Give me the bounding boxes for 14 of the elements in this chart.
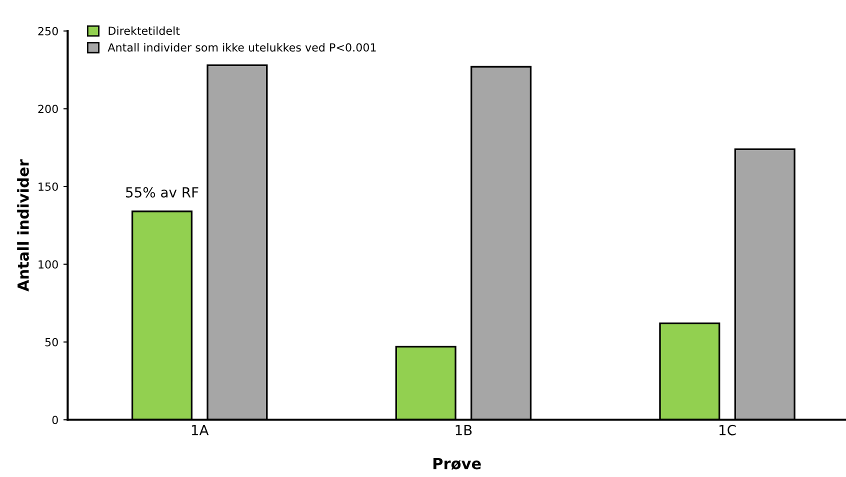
y-tick-label: 200 [38,104,58,114]
y-tick-label: 50 [45,338,58,346]
y-axis-title: Antall individer [17,159,29,292]
x-axis-title: Prøve [433,458,481,470]
legend-label: Antall individer som ikke utelukkes ved P<0.001 [108,43,376,52]
y-tick-label: 250 [38,26,58,36]
annotation: 55% av RF [126,187,198,198]
y-tick-label: 100 [38,260,58,269]
y-tick-label: 150 [38,182,58,191]
y-tick-label: 0 [52,416,58,424]
x-tick-label: 1C [720,424,736,436]
legend-label: Direktetildelt [108,26,180,35]
x-tick-label: 1B [456,425,472,436]
x-tick-label: 1A [192,425,209,436]
